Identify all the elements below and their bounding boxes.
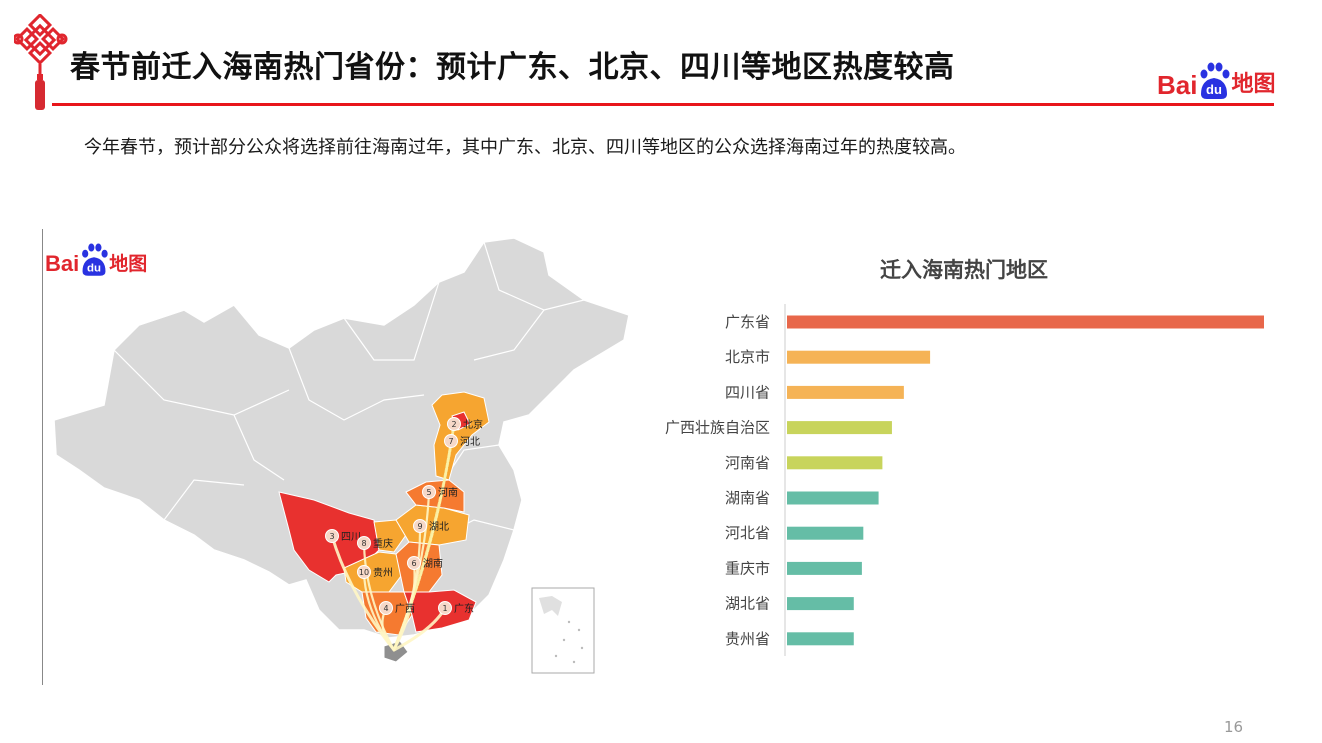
- province-henan: [405, 479, 465, 513]
- rank-marker: [438, 601, 452, 615]
- baidu-logo-text: Bai: [1157, 70, 1198, 100]
- bar-label: 湖南省: [725, 489, 770, 507]
- bar: [787, 526, 864, 540]
- bar-label: 北京市: [725, 348, 770, 366]
- map-paw-icon: du: [82, 243, 108, 276]
- bar: [787, 491, 879, 505]
- rank-number: 7: [448, 437, 453, 446]
- rank-marker: [407, 556, 421, 570]
- chart-title: 迁入海南热门地区: [880, 258, 1048, 282]
- rank-marker: [325, 529, 339, 543]
- bar-label: 湖北省: [725, 595, 770, 613]
- bar-label: 四川省: [725, 383, 770, 401]
- province-label: 北京: [463, 418, 483, 431]
- rank-number: 3: [329, 532, 334, 541]
- rank-number: 1: [442, 604, 447, 613]
- baidu-paw-icon: du: [1200, 62, 1230, 99]
- bar: [787, 385, 904, 399]
- bar-label: 河北省: [725, 524, 770, 542]
- rank-marker: [444, 434, 458, 448]
- bar: [787, 632, 854, 646]
- province-label: 广东: [454, 602, 474, 615]
- bar-label: 广东省: [725, 313, 770, 331]
- rank-marker: [379, 601, 393, 615]
- bar-label: 广西壮族自治区: [665, 419, 770, 437]
- flow-line: [362, 570, 396, 652]
- svg-text:du: du: [1207, 82, 1223, 97]
- rank-marker: [447, 417, 461, 431]
- map-baidu-logo: Bai du 地图: [45, 239, 147, 277]
- rank-marker: [422, 485, 436, 499]
- province-label: 贵州: [373, 566, 393, 579]
- page-title: 春节前迁入海南热门省份：预计广东、北京、四川等地区热度较高: [70, 50, 955, 85]
- flow-line: [362, 541, 396, 652]
- province-label: 广西: [395, 603, 415, 615]
- bar: [787, 315, 1264, 329]
- svg-text:du: du: [87, 262, 101, 274]
- baidu-logo-suffix: 地图: [1231, 72, 1276, 97]
- rank-number: 8: [361, 539, 366, 548]
- bar: [787, 597, 854, 611]
- rank-marker: [357, 565, 371, 579]
- rank-number: 2: [451, 420, 456, 429]
- province-label: 湖北: [429, 521, 449, 533]
- bar-label: 贵州省: [725, 630, 770, 648]
- map-logo-text: Bai: [45, 251, 80, 276]
- province-guizhou: [343, 551, 405, 593]
- map-divider: [42, 229, 43, 685]
- title-divider: [52, 103, 1274, 106]
- rank-number: 9: [417, 522, 422, 531]
- bar: [787, 456, 883, 470]
- china-outline: [53, 237, 630, 639]
- province-label: 河北: [460, 436, 480, 448]
- rank-number: 4: [383, 604, 388, 613]
- china-migration-map: 1 广东 2 北京 3 四川 4 广西 5 河南 6 湖南 7 河北 8 重庆 9 湖北 10 贵州: [53, 237, 630, 674]
- province-label: 四川: [341, 532, 361, 543]
- province-hebei: [431, 391, 490, 481]
- bar-label: 重庆市: [725, 559, 770, 577]
- province-label: 河南: [438, 486, 458, 499]
- bar: [787, 350, 931, 364]
- province-label: 重庆: [373, 537, 393, 550]
- chinese-knot-icon: [14, 14, 68, 110]
- map-logo-suffix: 地图: [109, 253, 148, 275]
- bar-label: 河南省: [725, 454, 770, 472]
- rank-number: 6: [411, 559, 416, 568]
- rank-marker: [413, 519, 427, 533]
- baidu-map-logo: Bai du 地图: [1157, 60, 1275, 100]
- page-number: 16: [1224, 718, 1244, 736]
- province-chongqing: [373, 519, 407, 553]
- flow-line: [392, 524, 422, 652]
- rank-number: 10: [359, 568, 369, 577]
- rank-number: 5: [426, 488, 431, 497]
- province-label: 湖南: [423, 557, 443, 570]
- bar: [787, 561, 862, 575]
- bar: [787, 421, 892, 435]
- intro-text: 今年春节，预计部分公众将选择前往海南过年，其中广东、北京、四川等地区的公众选择海…: [84, 137, 966, 158]
- rank-marker: [357, 536, 371, 550]
